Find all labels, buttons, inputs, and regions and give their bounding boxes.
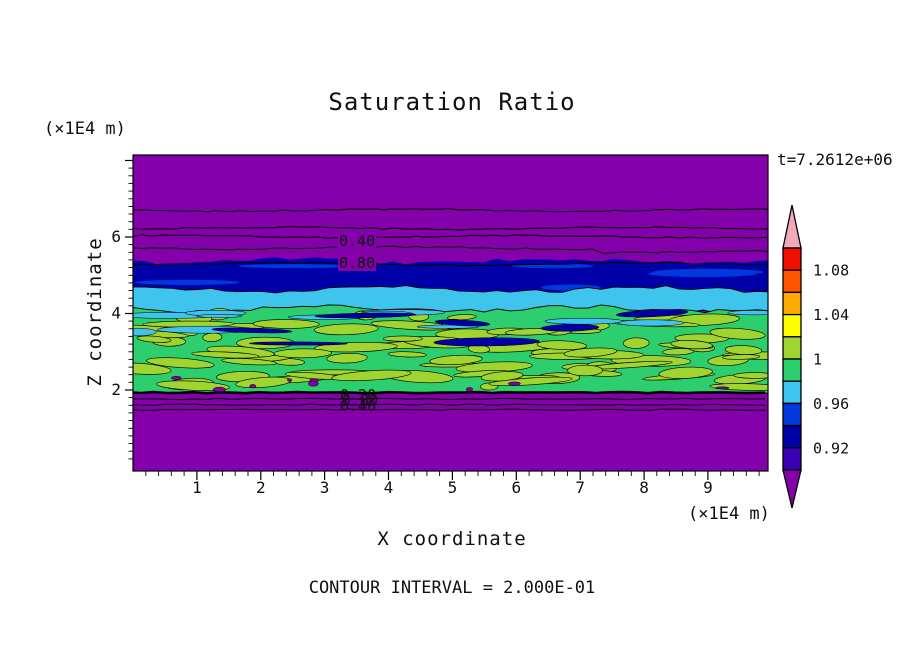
y-axis-unit-label: (×1E4 m): [44, 119, 126, 139]
svg-text:2: 2: [256, 478, 266, 497]
y-axis-title: Z coordinate: [84, 237, 106, 387]
contour-line-label: 0.40: [340, 397, 377, 415]
svg-text:4: 4: [111, 304, 121, 323]
svg-text:1: 1: [813, 351, 822, 369]
svg-text:4: 4: [384, 478, 394, 497]
svg-text:8: 8: [639, 478, 649, 497]
contour-plot: 1 2 3 4 5 6 7 8 9 2 4 6: [111, 154, 769, 497]
colorbar: 1.08 1.04 1 0.96 0.92: [782, 204, 849, 509]
contour-line-label: 0.20: [340, 386, 377, 404]
svg-text:0.96: 0.96: [813, 395, 849, 413]
svg-text:6: 6: [511, 478, 521, 497]
svg-text:9: 9: [703, 478, 713, 497]
contour-interval-label: CONTOUR INTERVAL = 2.000E-01: [308, 578, 596, 598]
contour-line-label: 0.80: [338, 254, 377, 272]
contour-line-label: 0.40: [338, 232, 377, 250]
svg-text:2: 2: [111, 380, 121, 399]
svg-text:1: 1: [192, 478, 202, 497]
svg-text:1.08: 1.08: [813, 262, 849, 280]
svg-text:1.04: 1.04: [813, 306, 849, 324]
svg-text:3: 3: [320, 478, 330, 497]
svg-text:5: 5: [448, 478, 458, 497]
svg-text:7: 7: [575, 478, 585, 497]
svg-text:0.92: 0.92: [813, 439, 849, 457]
contour-line-label: 0.80: [342, 391, 379, 409]
svg-text:6: 6: [111, 227, 121, 246]
chart-title: Saturation Ratio: [328, 88, 576, 116]
x-axis-unit-label: (×1E4 m): [688, 504, 770, 524]
x-axis-title: X coordinate: [377, 528, 527, 550]
time-annotation: t=7.2612e+06: [777, 150, 893, 169]
